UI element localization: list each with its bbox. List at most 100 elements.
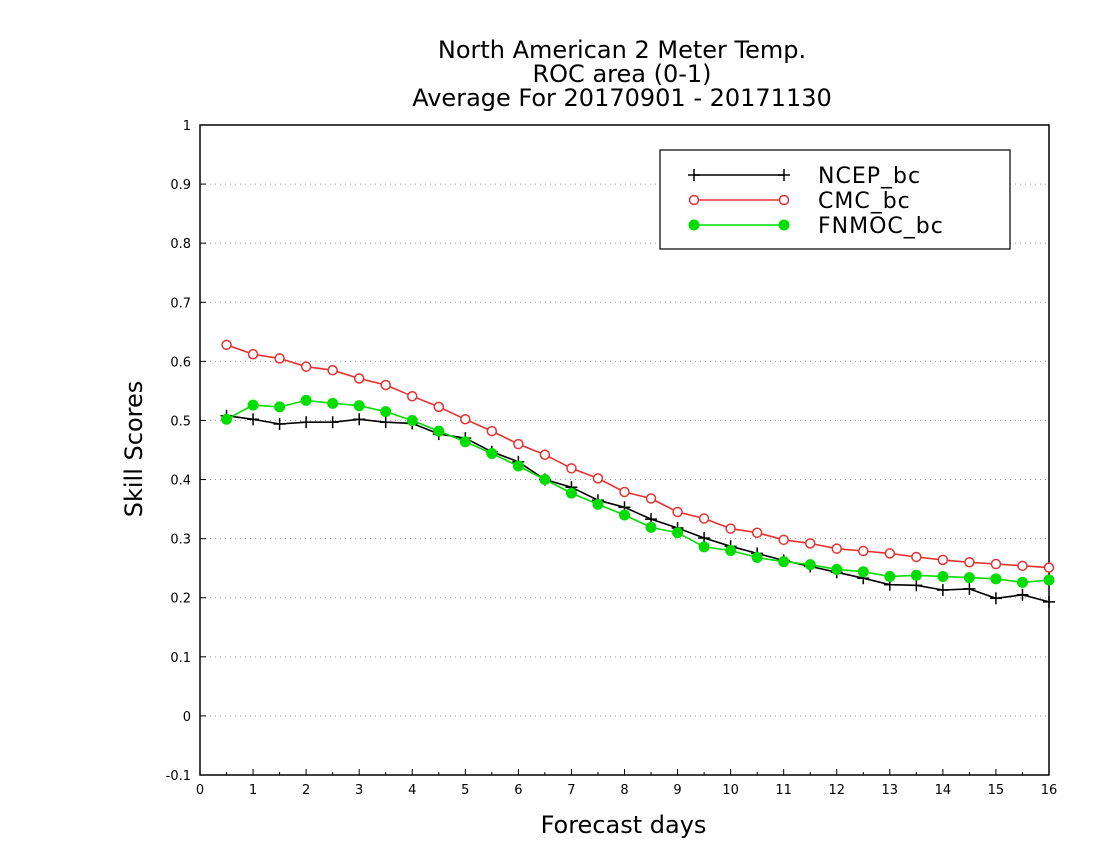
data-point	[353, 373, 365, 384]
x-tick-label: 0	[196, 783, 204, 798]
x-tick-label: 10	[722, 783, 739, 798]
data-point	[619, 486, 630, 498]
x-tick-label: 2	[302, 783, 310, 798]
y-tick-label: 0.3	[170, 533, 191, 548]
data-point	[327, 364, 338, 376]
data-point	[592, 473, 604, 484]
data-point	[539, 474, 551, 486]
data-point	[937, 570, 949, 582]
data-point	[804, 538, 816, 549]
data-point	[1043, 562, 1055, 573]
data-point	[353, 413, 366, 426]
data-point	[751, 527, 763, 538]
x-tick-label: 4	[408, 783, 416, 798]
data-point	[910, 569, 922, 581]
x-tick-label: 3	[355, 783, 363, 798]
y-tick-label: 0	[183, 710, 191, 725]
legend-item-CMC_bc: CMC_bc	[688, 189, 911, 214]
data-point	[1017, 560, 1028, 572]
series-FNMOC_bc	[221, 394, 1055, 588]
y-tick-label: 0.4	[170, 474, 191, 489]
data-point	[936, 584, 949, 597]
data-point	[990, 573, 1002, 585]
legend-label: FNMOC_bc	[818, 214, 944, 239]
axes: 0 1 2 3 4 5 6 7 8 9 10 11 12 13 14 15 16-0.100.10.20.30.…	[120, 119, 1057, 839]
x-tick-label: 12	[828, 783, 845, 798]
data-point	[831, 563, 843, 575]
data-point	[274, 401, 286, 413]
data-point	[688, 219, 700, 231]
data-point	[433, 401, 445, 413]
y-tick-label: 1	[183, 119, 191, 134]
data-point	[1016, 576, 1028, 588]
data-point	[672, 527, 684, 539]
data-point	[619, 509, 630, 521]
data-point	[725, 544, 737, 556]
y-tick-label: 0.5	[170, 414, 191, 429]
y-tick-label: 0.8	[170, 237, 191, 252]
data-point	[300, 394, 312, 406]
x-axis-label: Forecast days	[541, 811, 707, 839]
data-point	[831, 543, 842, 554]
chart-title-line-2: ROC area (0-1)	[532, 60, 711, 88]
data-point	[725, 523, 736, 534]
data-point	[672, 506, 683, 518]
y-tick-label: 0.9	[170, 178, 191, 193]
data-point	[858, 545, 869, 557]
data-point	[778, 219, 790, 231]
data-point	[513, 438, 524, 450]
data-point	[592, 498, 604, 510]
data-point	[884, 548, 896, 559]
data-point	[751, 552, 763, 564]
data-point	[380, 379, 391, 391]
data-point	[273, 418, 286, 430]
data-point	[645, 493, 657, 504]
data-point	[512, 460, 524, 472]
data-point	[1043, 595, 1055, 608]
data-point	[963, 582, 976, 595]
data-point	[486, 425, 498, 437]
data-point	[1016, 588, 1029, 601]
chart-title-line-3: Average For 20170901 - 20171130	[412, 84, 832, 112]
data-point	[274, 353, 285, 364]
data-point	[486, 448, 498, 460]
data-point	[221, 339, 232, 351]
data-point	[300, 361, 312, 372]
data-point	[778, 169, 790, 181]
data-point	[857, 566, 869, 578]
data-point	[221, 413, 233, 425]
x-tick-label: 14	[935, 783, 952, 798]
data-point	[688, 194, 700, 206]
y-axis-label: Skill Scores	[120, 381, 148, 518]
data-point	[247, 349, 259, 360]
data-point	[247, 399, 259, 411]
data-point	[688, 169, 700, 181]
y-tick-label: 0.6	[170, 355, 191, 370]
legend-item-NCEP_bc: NCEP_bc	[688, 164, 920, 189]
data-point	[778, 534, 789, 546]
x-tick-label: 8	[620, 783, 628, 798]
series-line	[226, 399, 1050, 584]
data-point	[566, 463, 577, 474]
data-point	[963, 572, 975, 584]
series-NCEP_bc	[220, 409, 1055, 608]
data-point	[778, 556, 790, 568]
data-point	[937, 554, 949, 566]
data-point	[884, 570, 896, 582]
x-tick-label: 6	[514, 783, 522, 798]
data-point	[698, 541, 710, 553]
x-tick-label: 11	[775, 783, 792, 798]
data-point	[698, 513, 710, 524]
data-point	[247, 413, 260, 426]
data-point	[327, 397, 339, 409]
legend-label: CMC_bc	[818, 189, 911, 214]
series-CMC_bc	[221, 339, 1055, 573]
data-point	[964, 557, 975, 568]
y-tick-label: 0.7	[170, 296, 191, 311]
grid-lines	[200, 183, 1049, 717]
data-point	[911, 551, 922, 563]
x-tick-label: 13	[882, 783, 899, 798]
